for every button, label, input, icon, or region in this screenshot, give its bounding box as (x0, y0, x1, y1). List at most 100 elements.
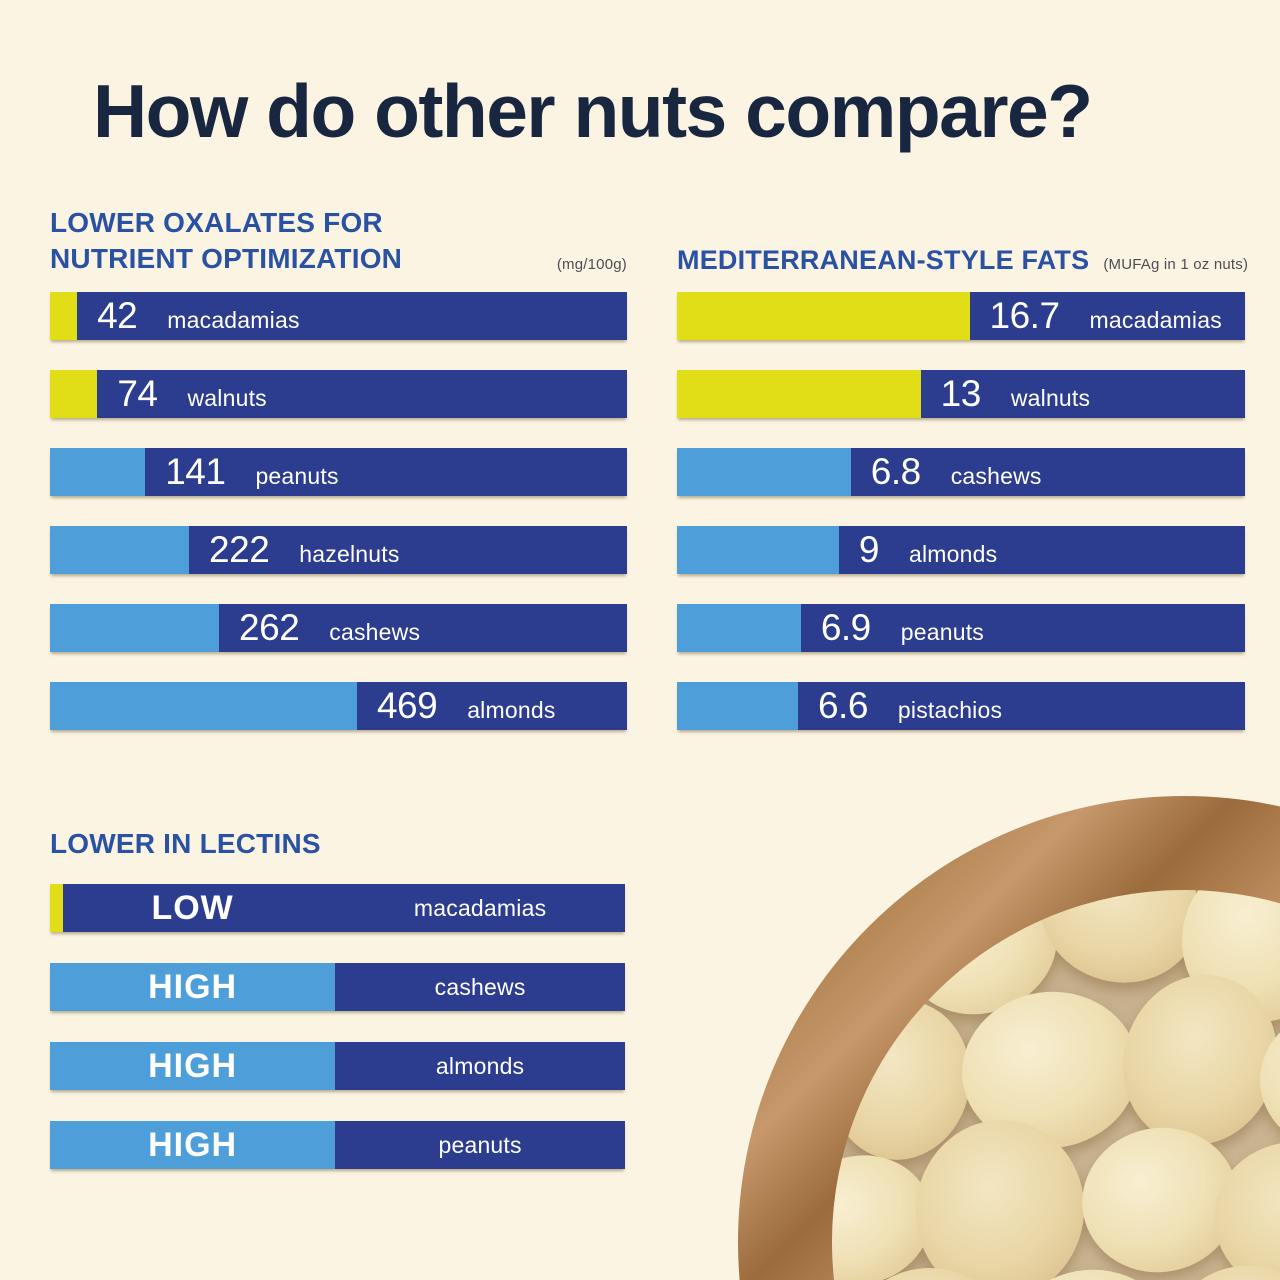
nut-label: macadamias (1089, 307, 1222, 333)
bar-segment (50, 604, 220, 652)
bar-row: 469 almonds (50, 682, 627, 730)
lectins-chart: LOW macadamias HIGH cashews HIGH almonds HI… (50, 884, 625, 1200)
bar-value: 222 (209, 529, 270, 570)
nut-label: walnuts (1010, 385, 1091, 411)
oxalates-heading-line1: LOWER OXALATES FOR (50, 207, 383, 238)
fats-header: MEDITERRANEAN-STYLE FATS (MUFAg in 1 oz … (677, 243, 1249, 278)
bar-text: LOW macadamias (50, 884, 625, 932)
fats-chart: 16.7 macadamias 13 walnuts 6.8 cashews 9 alm… (677, 292, 1245, 760)
bar-row: 13 walnuts (677, 370, 1245, 418)
bar-segment (50, 292, 78, 340)
bar-segment (677, 682, 798, 730)
bar-segment (50, 448, 146, 496)
bar-text: 141 peanuts (145, 448, 627, 496)
nut-label: hazelnuts (299, 541, 400, 567)
bar-row: 42 macadamias (50, 292, 627, 340)
lectin-level: HIGH (148, 1126, 238, 1164)
bar-row: HIGH peanuts (50, 1121, 625, 1169)
bar-text: 6.6 pistachios (798, 682, 1245, 730)
page-title: How do other nuts compare? (93, 69, 1093, 153)
bar-text: 222 hazelnuts (189, 526, 627, 574)
bar-value: 262 (239, 607, 300, 648)
bar-text: 6.8 cashews (851, 448, 1245, 496)
macadamia-nut (1122, 974, 1278, 1146)
bar-text: 469 almonds (357, 682, 627, 730)
bar-text: 16.7 macadamias (970, 292, 1245, 340)
bar-value: 6.6 (817, 685, 868, 726)
bar-segment (50, 1121, 336, 1169)
bar-segment (677, 604, 801, 652)
macadamia-nut (832, 1155, 932, 1280)
bar-value: 6.9 (820, 607, 871, 648)
bar-text: HIGH peanuts (50, 1121, 625, 1169)
bar-segment (50, 682, 357, 730)
bar-value: 141 (165, 451, 226, 492)
bar-row: 6.8 cashews (677, 448, 1245, 496)
oxalates-unit-label: (mg/100g) (556, 255, 627, 273)
lectins-section-heading: LOWER IN LECTINS (50, 828, 321, 859)
bar-value: 74 (117, 373, 158, 414)
macadamia-nut (915, 1120, 1085, 1280)
nut-label: peanuts (255, 463, 339, 489)
bar-value: 6.8 (870, 451, 921, 492)
bar-text: HIGH cashews (50, 963, 625, 1011)
bar-value: 469 (376, 685, 438, 726)
bar-text: HIGH almonds (50, 1042, 625, 1090)
lectin-level: LOW (151, 889, 234, 927)
oxalates-chart: 42 macadamias 74 walnuts 141 peanuts 222 haz… (50, 292, 627, 760)
bar-text: 74 walnuts (97, 370, 627, 418)
bar-segment (50, 963, 336, 1011)
nut-label: almonds (908, 541, 998, 567)
bar-row: HIGH almonds (50, 1042, 625, 1090)
nut-label: pistachios (897, 697, 1003, 723)
bar-text: 9 almonds (839, 526, 1245, 574)
bar-row: 6.9 peanuts (677, 604, 1245, 652)
bar-row: 222 hazelnuts (50, 526, 627, 574)
bar-row: 141 peanuts (50, 448, 627, 496)
macadamia-nut (1040, 890, 1200, 983)
oxalates-header: LOWER OXALATES FOR NUTRIENT OPTIMIZATION… (50, 205, 627, 277)
lectin-level: HIGH (148, 968, 238, 1006)
bar-value: 42 (97, 295, 138, 336)
bar-value: 13 (940, 373, 982, 414)
bar-row: 6.6 pistachios (677, 682, 1245, 730)
bar-text: 42 macadamias (77, 292, 627, 340)
bar-text: 262 cashews (219, 604, 627, 652)
macadamia-nut (1214, 1141, 1280, 1280)
bar-text: 6.9 peanuts (801, 604, 1245, 652)
lectin-level: HIGH (148, 1047, 238, 1085)
nut-label: macadamias (167, 307, 300, 333)
bar-row: 74 walnuts (50, 370, 627, 418)
bar-segment (50, 1042, 336, 1090)
nut-label: almonds (435, 1053, 525, 1079)
fats-unit-label: (MUFAg in 1 oz nuts) (1103, 256, 1249, 273)
bar-row: 16.7 macadamias (677, 292, 1245, 340)
macadamia-nut (1082, 1127, 1238, 1273)
nut-label: cashews (434, 974, 526, 1000)
bar-row: HIGH cashews (50, 963, 625, 1011)
nut-label: walnuts (187, 385, 267, 411)
bar-segment (677, 448, 851, 496)
nut-label: cashews (329, 619, 421, 645)
bar-segment (677, 292, 970, 340)
bar-segment (50, 526, 190, 574)
bar-row: LOW macadamias (50, 884, 625, 932)
nut-label: cashews (950, 463, 1042, 489)
fats-section-heading: MEDITERRANEAN-STYLE FATS (677, 245, 1090, 275)
nut-label: peanuts (438, 1132, 522, 1158)
bar-row: 9 almonds (677, 526, 1245, 574)
bar-segment (677, 370, 921, 418)
nut-label: macadamias (413, 895, 547, 921)
nut-label: almonds (467, 697, 556, 723)
bar-segment (677, 526, 839, 574)
macadamia-nut (962, 991, 1138, 1149)
bar-value: 9 (858, 529, 880, 570)
oxalates-heading-line2: NUTRIENT OPTIMIZATION (50, 242, 403, 274)
bar-value: 16.7 (989, 295, 1061, 336)
bar-row: 262 cashews (50, 604, 627, 652)
bar-segment (50, 370, 98, 418)
oxalates-section-heading: LOWER OXALATES FOR NUTRIENT OPTIMIZATION (50, 205, 402, 277)
bar-text: 13 walnuts (921, 370, 1245, 418)
bar-segment (50, 884, 63, 932)
nut-label: peanuts (900, 619, 984, 645)
